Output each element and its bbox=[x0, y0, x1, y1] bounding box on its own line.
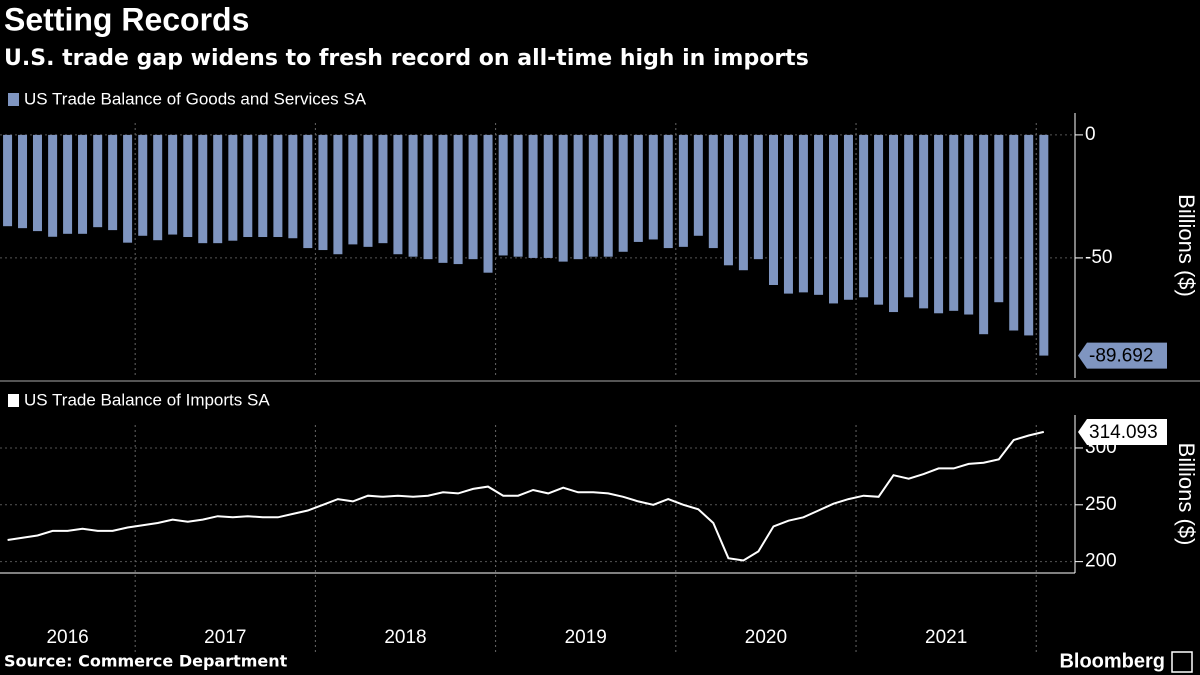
bar bbox=[889, 134, 899, 313]
source: Source: Commerce Department bbox=[4, 652, 288, 671]
bar bbox=[949, 134, 959, 311]
legend-swatch bbox=[8, 394, 19, 407]
bar bbox=[528, 134, 538, 258]
legend-label: US Trade Balance of Imports SA bbox=[24, 390, 270, 409]
bar bbox=[453, 134, 463, 265]
last-value-tag bbox=[1078, 418, 1167, 445]
chart-subtitle: U.S. trade gap widens to fresh record on… bbox=[4, 46, 809, 71]
x-tick-label: 2021 bbox=[925, 627, 967, 648]
bar bbox=[48, 134, 58, 237]
bar bbox=[273, 134, 283, 238]
last-value-label: -89.692 bbox=[1089, 346, 1153, 367]
bar bbox=[393, 134, 403, 255]
bar bbox=[859, 134, 869, 298]
bar bbox=[753, 134, 763, 260]
bar bbox=[648, 134, 658, 240]
y-tick-label: 200 bbox=[1085, 551, 1117, 572]
bar bbox=[213, 134, 223, 244]
y-tick-label: 0 bbox=[1085, 124, 1096, 145]
x-tick-label: 2016 bbox=[46, 627, 88, 648]
chart-title: Setting Records bbox=[4, 1, 249, 37]
bar bbox=[964, 134, 974, 315]
bar bbox=[573, 134, 583, 260]
bar bbox=[498, 134, 508, 256]
brand-icon bbox=[1171, 651, 1193, 673]
bar bbox=[513, 134, 523, 257]
bar bbox=[408, 134, 418, 257]
bar bbox=[783, 134, 793, 294]
bar bbox=[423, 134, 433, 260]
bar bbox=[678, 134, 688, 247]
bar bbox=[108, 134, 118, 231]
bar bbox=[3, 134, 13, 227]
legend-swatch bbox=[8, 93, 19, 106]
bar bbox=[348, 134, 358, 245]
bar bbox=[93, 134, 103, 228]
bar bbox=[843, 134, 853, 300]
bar bbox=[18, 134, 28, 229]
bar bbox=[123, 134, 133, 243]
bar bbox=[814, 134, 824, 295]
legend-label: US Trade Balance of Goods and Services S… bbox=[24, 89, 367, 108]
bar bbox=[618, 134, 628, 252]
bar bbox=[363, 134, 373, 247]
bar bbox=[723, 134, 733, 266]
line bbox=[7, 430, 1045, 562]
bar bbox=[138, 134, 148, 236]
bar bbox=[708, 134, 718, 249]
bar bbox=[483, 134, 493, 273]
bar bbox=[994, 134, 1004, 303]
bar bbox=[919, 134, 929, 309]
bar bbox=[1024, 134, 1034, 336]
bar bbox=[904, 134, 914, 298]
y-tick-label: 250 bbox=[1085, 494, 1117, 515]
bar bbox=[303, 134, 313, 249]
x-tick-label: 2017 bbox=[204, 627, 246, 648]
bar bbox=[198, 134, 208, 244]
bar bbox=[633, 134, 643, 242]
bar bbox=[78, 134, 88, 234]
bar bbox=[32, 134, 42, 232]
bar bbox=[168, 134, 178, 235]
bar bbox=[468, 134, 478, 260]
brand: Bloomberg bbox=[1059, 650, 1165, 672]
bar bbox=[378, 134, 388, 244]
y-axis-label: Billions ($) bbox=[1174, 443, 1199, 546]
bar bbox=[738, 134, 748, 271]
last-value-label: 314.093 bbox=[1089, 422, 1158, 443]
bar bbox=[874, 134, 884, 305]
bar bbox=[543, 134, 553, 258]
bar bbox=[934, 134, 944, 314]
bar bbox=[768, 134, 778, 285]
bar bbox=[1039, 134, 1049, 356]
bar bbox=[153, 134, 163, 241]
bar bbox=[228, 134, 238, 241]
bar bbox=[798, 134, 808, 293]
bar bbox=[1009, 134, 1019, 331]
y-axis-label: Billions ($) bbox=[1174, 194, 1199, 297]
bar bbox=[63, 134, 73, 234]
bar bbox=[693, 134, 703, 236]
x-tick-label: 2018 bbox=[384, 627, 426, 648]
bar bbox=[243, 134, 253, 238]
x-tick-label: 2019 bbox=[565, 627, 607, 648]
bar bbox=[603, 134, 613, 257]
bar bbox=[258, 134, 268, 238]
bar bbox=[438, 134, 448, 263]
bar bbox=[333, 134, 343, 255]
bar bbox=[829, 134, 839, 304]
last-value-tag bbox=[1078, 342, 1167, 369]
bar bbox=[183, 134, 193, 238]
x-tick-label: 2020 bbox=[745, 627, 787, 648]
bar bbox=[288, 134, 298, 239]
bar bbox=[318, 134, 328, 251]
bar bbox=[979, 134, 989, 335]
bar bbox=[588, 134, 598, 257]
y-tick-label: -50 bbox=[1085, 247, 1112, 268]
bar bbox=[663, 134, 673, 249]
bar bbox=[558, 134, 568, 262]
